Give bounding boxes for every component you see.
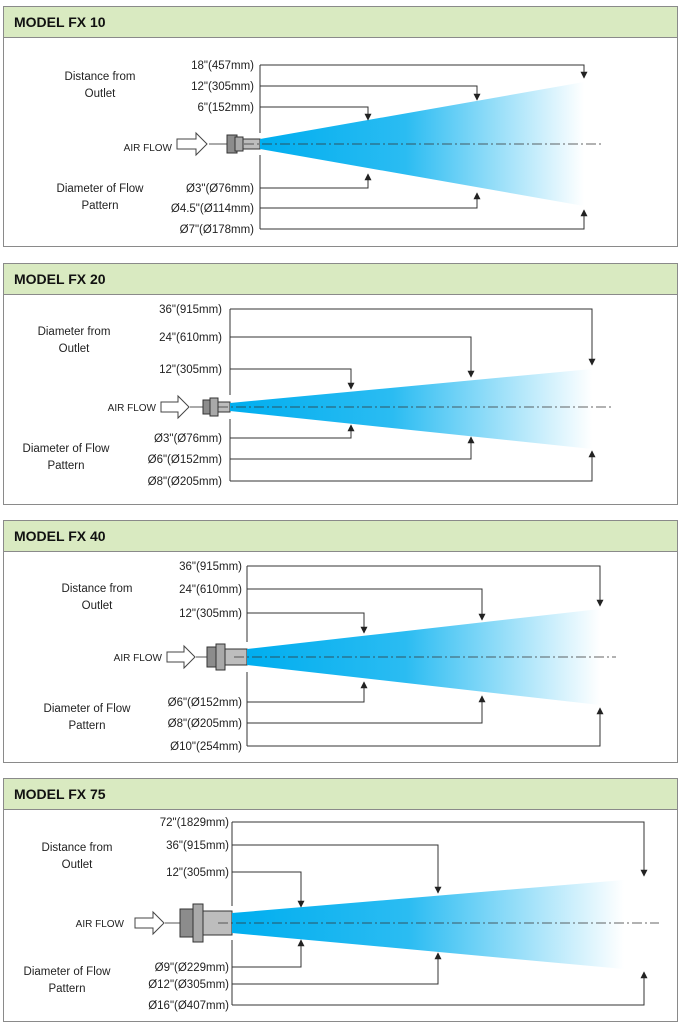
air-flow-label: AIR FLOW <box>76 919 125 930</box>
flow-diagram-svg: Distance from Outlet Diameter of Flow Pa… <box>24 817 659 1012</box>
air-flow-label: AIR FLOW <box>124 143 173 154</box>
air-flow-arrow-icon <box>166 644 196 670</box>
model-panel-fx20: MODEL FX 20 Diameter from Outlet Diamete… <box>3 263 678 505</box>
flow-diagram-svg: Diameter from Outlet Diameter of Flow Pa… <box>23 304 614 488</box>
distance-value: 36"(915mm) <box>179 561 242 573</box>
diameter-label-2: Pattern <box>81 200 118 212</box>
diameter-value: Ø6"(Ø152mm) <box>168 697 243 709</box>
distance-label: Distance from <box>65 71 136 83</box>
distance-value: 6"(152mm) <box>198 102 255 114</box>
panel-title: MODEL FX 10 <box>14 14 106 30</box>
diameter-value: Ø10"(254mm) <box>170 741 242 753</box>
diameter-value: Ø9"(Ø229mm) <box>155 962 230 974</box>
diameter-label: Diameter of Flow <box>57 183 145 195</box>
distance-value: 24"(610mm) <box>159 332 222 344</box>
air-flow-arrow-icon <box>160 394 190 420</box>
diameter-value: Ø8"(Ø205mm) <box>168 718 243 730</box>
distance-value: 24"(610mm) <box>179 584 242 596</box>
flow-diagram: Distance from Outlet Diameter of Flow Pa… <box>4 552 677 762</box>
diameter-label: Diameter of Flow <box>23 443 111 455</box>
nozzle-icon <box>226 134 261 154</box>
diameter-label-2: Pattern <box>48 983 85 995</box>
flow-pattern <box>232 880 624 969</box>
panel-header: MODEL FX 10 <box>4 7 677 38</box>
flow-diagram: Distance from Outlet Diameter of Flow Pa… <box>4 38 677 246</box>
air-flow-label: AIR FLOW <box>108 403 157 414</box>
panel-header: MODEL FX 40 <box>4 521 677 552</box>
diameter-label: Diameter of Flow <box>24 966 112 978</box>
panel-header: MODEL FX 75 <box>4 779 677 810</box>
diameter-label-2: Pattern <box>68 720 105 732</box>
diameter-value: Ø3"(Ø76mm) <box>154 433 222 445</box>
flow-pattern <box>230 369 592 449</box>
diameter-label: Diameter of Flow <box>44 703 132 715</box>
diameter-value: Ø12"(Ø305mm) <box>148 979 229 991</box>
distance-value: 72"(1829mm) <box>160 817 229 829</box>
distance-value: 12"(305mm) <box>191 81 254 93</box>
diameter-value: Ø7"(Ø178mm) <box>180 224 255 236</box>
distance-value: 12"(305mm) <box>159 364 222 376</box>
distance-value: 12"(305mm) <box>166 867 229 879</box>
air-flow-arrow-icon <box>134 910 165 936</box>
diameter-value: Ø16"(Ø407mm) <box>148 1000 229 1012</box>
panel-title: MODEL FX 20 <box>14 271 106 287</box>
distance-label-2: Outlet <box>62 859 93 871</box>
flow-pattern <box>260 82 584 206</box>
distance-value: 18"(457mm) <box>191 60 254 72</box>
flow-diagram-svg: Distance from Outlet Diameter of Flow Pa… <box>57 60 604 236</box>
distance-value: 36"(915mm) <box>166 840 229 852</box>
distance-label: Distance from <box>62 583 133 595</box>
model-panel-fx10: MODEL FX 10 Distance from Outlet Diamete… <box>3 6 678 247</box>
distance-label: Distance from <box>42 842 113 854</box>
diameter-value: Ø6"(Ø152mm) <box>148 454 223 466</box>
diameter-value: Ø4.5"(Ø114mm) <box>171 203 254 215</box>
model-panel-fx40: MODEL FX 40 Distance from Outlet Diamete… <box>3 520 678 763</box>
diameter-label-2: Pattern <box>47 460 84 472</box>
panel-title: MODEL FX 75 <box>14 786 106 802</box>
flow-diagram: Diameter from Outlet Diameter of Flow Pa… <box>4 295 677 504</box>
diameter-from-label: Diameter from <box>38 326 111 338</box>
air-flow-arrow-icon <box>176 131 208 157</box>
diameter-value: Ø3"(Ø76mm) <box>186 183 254 195</box>
diameter-value: Ø8"(Ø205mm) <box>148 476 223 488</box>
model-panel-fx75: MODEL FX 75 Distance from Outlet Diamete… <box>3 778 678 1022</box>
distance-value: 36"(915mm) <box>159 304 222 316</box>
distance-label-2: Outlet <box>85 88 116 100</box>
air-flow-label: AIR FLOW <box>114 653 163 664</box>
distance-value: 12"(305mm) <box>179 608 242 620</box>
flow-diagram: Distance from Outlet Diameter of Flow Pa… <box>4 810 677 1021</box>
panel-header: MODEL FX 20 <box>4 264 677 295</box>
panel-title: MODEL FX 40 <box>14 528 106 544</box>
diameter-from-label-2: Outlet <box>59 343 90 355</box>
flow-diagram-svg: Distance from Outlet Diameter of Flow Pa… <box>44 561 616 753</box>
distance-label-2: Outlet <box>82 600 113 612</box>
